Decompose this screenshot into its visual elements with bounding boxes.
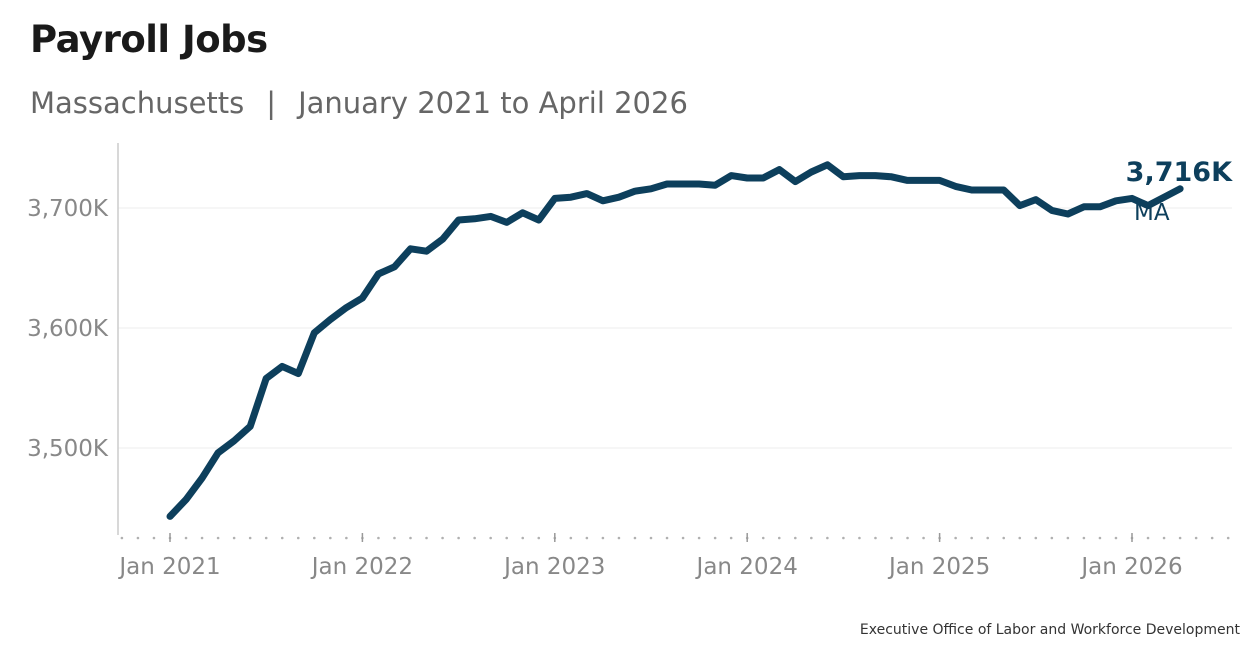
source-note: Executive Office of Labor and Workforce … xyxy=(859,622,1240,638)
x-minor-tick xyxy=(858,536,861,540)
subtitle-region: Massachusetts xyxy=(30,86,245,120)
x-minor-tick xyxy=(377,536,380,540)
x-tick-label-2022: Jan 2022 xyxy=(310,554,413,580)
x-minor-tick xyxy=(585,536,589,540)
x-tick-label-2026: Jan 2026 xyxy=(1079,554,1182,580)
chart-title: Payroll Jobs xyxy=(30,18,268,61)
x-minor-tick xyxy=(890,536,893,540)
x-minor-tick xyxy=(954,536,957,540)
x-minor-tick xyxy=(617,536,621,540)
x-minor-tick xyxy=(1018,536,1022,540)
x-tick-label-2025: Jan 2025 xyxy=(887,554,990,580)
x-minor-tick xyxy=(1114,536,1118,540)
x-minor-tick xyxy=(264,536,268,540)
x-minor-tick xyxy=(441,536,444,540)
series-line-ma xyxy=(166,161,1184,520)
x-minor-tick xyxy=(1162,536,1166,540)
x-minor-tick xyxy=(409,536,412,540)
x-minor-tick xyxy=(681,536,685,540)
x-minor-tick xyxy=(313,536,316,540)
x-minor-tick xyxy=(810,536,813,540)
x-minor-tick xyxy=(1098,536,1102,540)
x-minor-tick xyxy=(826,536,829,540)
chart-subtitle: Massachusetts | January 2021 to April 2026 xyxy=(30,86,688,120)
x-minor-tick xyxy=(970,536,973,540)
x-tick-label-2024: Jan 2024 xyxy=(695,554,798,580)
x-minor-tick xyxy=(777,536,781,540)
x-minor-tick xyxy=(152,536,156,540)
x-minor-tick xyxy=(1034,536,1038,540)
x-minor-tick xyxy=(1210,536,1214,540)
x-minor-tick xyxy=(601,536,605,540)
x-minor-tick xyxy=(697,536,701,540)
x-minor-tick xyxy=(729,536,733,540)
x-tick-label-2021: Jan 2021 xyxy=(117,554,220,580)
x-minor-tick xyxy=(794,536,797,540)
x-minor-tick xyxy=(489,536,492,540)
x-minor-tick xyxy=(649,536,653,540)
x-minor-tick xyxy=(1066,536,1070,540)
x-minor-tick xyxy=(922,536,925,540)
y-tick-label-3500: 3,500K xyxy=(27,436,109,462)
x-minor-tick xyxy=(296,536,300,540)
x-minor-tick xyxy=(457,536,460,540)
x-minor-tick xyxy=(216,536,220,540)
x-minor-tick xyxy=(1194,536,1198,540)
x-minor-tick xyxy=(906,536,909,540)
y-tick-label-3600: 3,600K xyxy=(27,316,109,342)
x-minor-tick xyxy=(345,536,348,540)
x-minor-tick xyxy=(329,536,332,540)
x-minor-tick xyxy=(1082,536,1086,540)
x-minor-tick xyxy=(665,536,669,540)
x-minor-tick xyxy=(1226,536,1230,540)
x-minor-tick xyxy=(842,536,845,540)
x-minor-tick xyxy=(986,536,989,540)
subtitle-separator: | xyxy=(266,86,277,120)
x-minor-tick xyxy=(633,536,637,540)
x-tick-label-2023: Jan 2023 xyxy=(502,554,605,580)
x-minor-tick xyxy=(1002,536,1006,540)
x-minor-tick xyxy=(761,536,765,540)
x-minor-tick xyxy=(473,536,476,540)
subtitle-date-range: January 2021 to April 2026 xyxy=(298,86,688,120)
x-minor-tick xyxy=(393,536,396,540)
x-minor-tick xyxy=(248,536,252,540)
x-minor-tick xyxy=(537,536,541,540)
series-name-label: MA xyxy=(1134,200,1170,226)
x-minor-tick xyxy=(569,536,573,540)
x-minor-tick xyxy=(505,536,509,540)
x-minor-tick xyxy=(521,536,525,540)
x-minor-tick xyxy=(425,536,428,540)
x-minor-tick xyxy=(232,536,236,540)
y-tick-label-3700: 3,700K xyxy=(27,196,109,222)
x-minor-tick xyxy=(1178,536,1182,540)
end-value-label: 3,716K xyxy=(1126,157,1233,188)
x-minor-tick xyxy=(874,536,877,540)
x-minor-tick xyxy=(184,536,188,540)
x-minor-tick xyxy=(1050,536,1054,540)
x-minor-tick xyxy=(1146,536,1150,540)
x-minor-tick xyxy=(200,536,204,540)
x-minor-tick xyxy=(280,536,284,540)
x-minor-tick xyxy=(120,536,124,540)
x-minor-tick xyxy=(136,536,140,540)
x-minor-tick xyxy=(713,536,717,540)
